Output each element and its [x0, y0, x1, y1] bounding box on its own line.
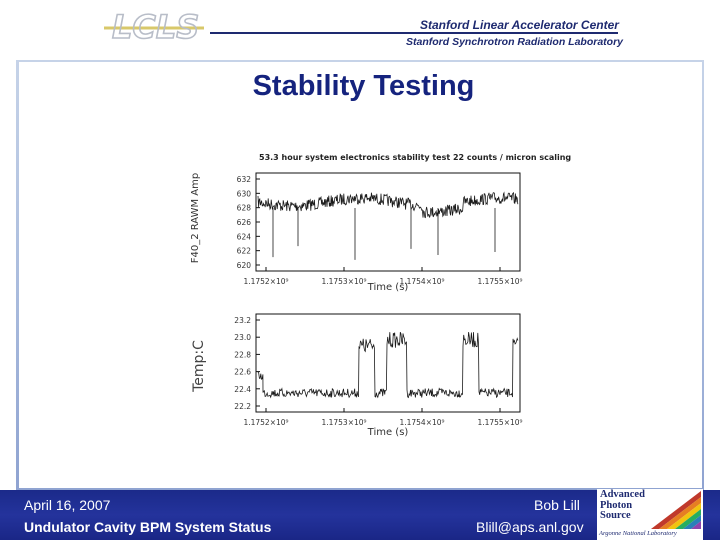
footer-status: Undulator Cavity BPM System Status — [24, 519, 272, 535]
top-ytick-label: 624 — [237, 232, 252, 241]
bot-ytick-label: 22.4 — [234, 385, 251, 394]
top-ytick-label: 626 — [237, 218, 252, 227]
bot-ytick-label: 22.2 — [234, 402, 251, 411]
bot-xtick-label: 1.1755×10⁹ — [477, 418, 522, 427]
bot-xtick-label: 1.1754×10⁹ — [399, 418, 444, 427]
top-plot: F40_2 RAWM Amp 632 630 628 626 624 622 620 1.1… — [190, 172, 523, 293]
top-xtick-label: 1.1755×10⁹ — [477, 277, 522, 286]
slide-header: LCLS Stanford Linear Accelerator Center … — [0, 0, 720, 58]
top-ylabel: F40_2 RAWM Amp — [190, 173, 201, 263]
bot-ytick-label: 23.2 — [234, 316, 251, 325]
stability-plots: 53.3 hour system electronics stability t… — [123, 118, 603, 484]
bottom-plot: Temp:C 23.2 23.0 22.8 22.6 22.4 22.2 1.1752×1… — [191, 313, 523, 438]
top-xtick-label: 1.1753×10⁹ — [321, 277, 366, 286]
bot-xtick-label: 1.1752×10⁹ — [243, 418, 288, 427]
lcls-logo-text: LCLS — [112, 8, 199, 46]
bottom-xlabel: Time (s) — [367, 427, 409, 438]
lab-subname: Stanford Synchrotron Radiation Laborator… — [406, 36, 624, 48]
aps-logo: Advanced Photon Source Argonne National … — [597, 489, 703, 540]
header-divider — [210, 32, 618, 34]
aps-line2: Photon — [600, 499, 633, 511]
bot-ytick-label: 22.6 — [234, 368, 251, 377]
bot-ytick-label: 23.0 — [234, 333, 251, 342]
aps-line1: Advanced — [600, 489, 645, 500]
rainbow-icon — [651, 491, 701, 529]
bot-ytick-label: 22.8 — [234, 350, 251, 359]
top-ytick-label: 630 — [237, 189, 252, 198]
footer-email: Blill@aps.anl.gov — [476, 519, 584, 535]
slide-title: Stability Testing — [252, 70, 475, 102]
top-ytick-label: 628 — [237, 204, 252, 213]
lcls-logo: LCLS — [104, 7, 204, 47]
top-xtick-label: 1.1752×10⁹ — [243, 277, 288, 286]
bottom-ylabel: Temp:C — [191, 340, 207, 393]
top-ytick-label: 632 — [237, 175, 252, 184]
bot-xtick-label: 1.1753×10⁹ — [321, 418, 366, 427]
aps-logo-sub: Argonne National Laboratory — [599, 530, 677, 537]
top-ytick-label: 622 — [237, 247, 252, 256]
aps-logo-text: Advanced Photon Source — [600, 489, 645, 522]
top-xtick-label: 1.1754×10⁹ — [399, 277, 444, 286]
top-xlabel: Time (s) — [367, 282, 409, 293]
footer-author: Bob Lill — [534, 497, 580, 513]
temperature-trace — [257, 332, 519, 399]
footer-date: April 16, 2007 — [24, 497, 111, 513]
aps-line3: Source — [600, 510, 631, 521]
amplitude-trace — [257, 191, 519, 219]
lab-name: Stanford Linear Accelerator Center — [420, 18, 619, 32]
top-ytick-label: 620 — [237, 261, 252, 270]
figure-caption: 53.3 hour system electronics stability t… — [259, 153, 571, 162]
scanned-figure: 53.3 hour system electronics stability t… — [123, 118, 603, 484]
